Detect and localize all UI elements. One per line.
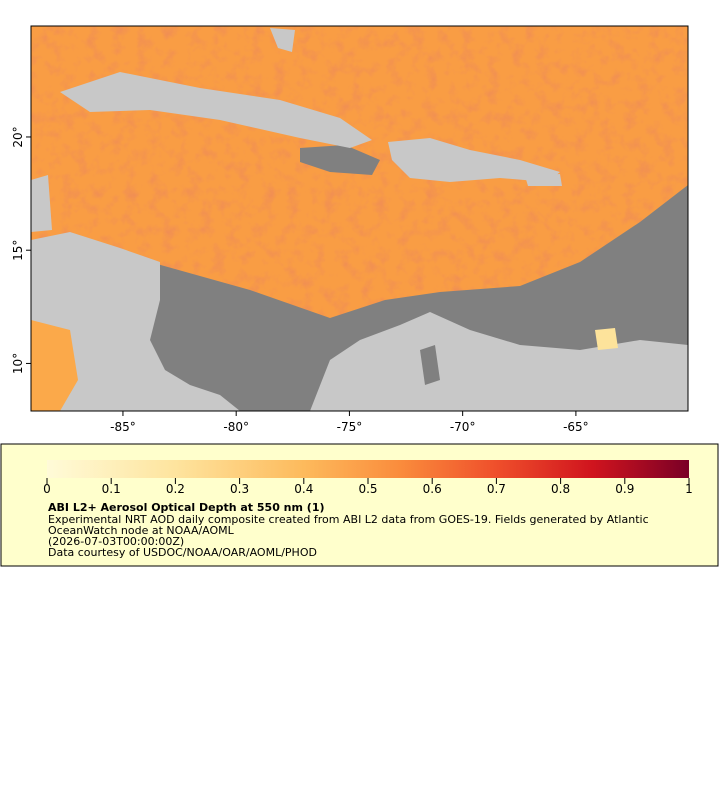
map-frame [30,25,689,412]
colorbar-tick-label: 0.8 [551,482,570,496]
x-tick-label: -80° [223,420,249,434]
colorbar-tick-label: 0.9 [615,482,634,496]
x-tick-label: -70° [450,420,476,434]
map-raster [31,26,688,411]
legend-line: Experimental NRT AOD daily composite cre… [48,513,649,526]
x-tick-label: -65° [563,420,589,434]
colorbar-tick-label: 0.4 [294,482,313,496]
colorbar-tick-label: 0.1 [102,482,121,496]
colorbar-tick-label: 0.2 [166,482,185,496]
y-tick-label: 20° [11,126,25,147]
legend-line: Data courtesy of USDOC/NOAA/OAR/AOML/PHO… [48,546,317,559]
colorbar-tick-label: 0.5 [358,482,377,496]
colorbar [47,460,689,478]
y-tick-label: 10° [11,353,25,374]
x-tick-label: -85° [110,420,136,434]
x-tick-label: -75° [337,420,363,434]
colorbar-tick-label: 0.6 [423,482,442,496]
colorbar-tick-label: 1 [685,482,693,496]
legend-line: (2026-07-03T00:00:00Z) [48,535,184,548]
colorbar-tick-label: 0 [43,482,51,496]
legend-line: OceanWatch node at NOAA/AOML [48,524,235,537]
colorbar-tick-label: 0.3 [230,482,249,496]
legend-title: ABI L2+ Aerosol Optical Depth at 550 nm … [48,501,325,514]
colorbar-tick-label: 0.7 [487,482,506,496]
y-tick-label: 15° [11,240,25,261]
